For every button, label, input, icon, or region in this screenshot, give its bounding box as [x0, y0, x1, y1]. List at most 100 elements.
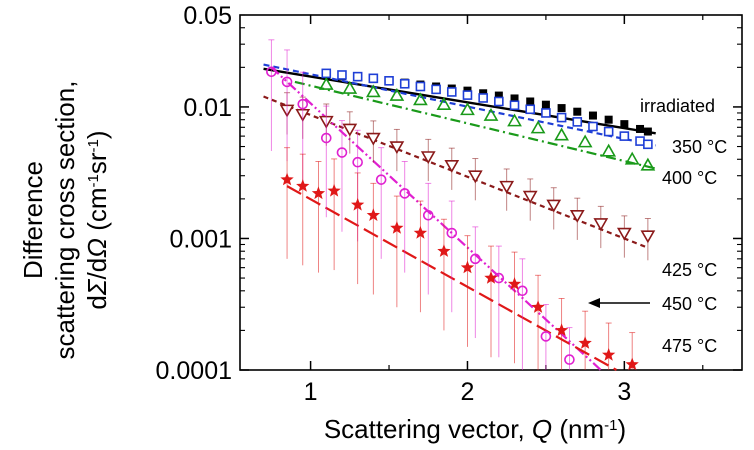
- y-title-sigma: Σ: [82, 278, 112, 296]
- data-point: [541, 108, 551, 118]
- fit-line: [294, 80, 656, 170]
- x-tick-label: 2: [461, 378, 475, 406]
- data-point: [351, 197, 365, 211]
- data-point: [578, 336, 592, 349]
- data-point: [569, 210, 585, 223]
- x-title-unit-close: ): [618, 414, 627, 444]
- data-point: [557, 104, 566, 113]
- data-point: [460, 102, 475, 116]
- data-point: [460, 260, 475, 274]
- data-point: [462, 90, 473, 100]
- data-point: [643, 139, 653, 150]
- y-title-unit-mid: sr: [82, 152, 112, 174]
- y-title-d: d: [82, 295, 112, 309]
- data-point: [366, 208, 380, 221]
- data-point: [635, 136, 645, 146]
- data-point: [577, 134, 593, 148]
- data-point: [336, 147, 348, 158]
- data-point: [507, 277, 522, 290]
- y-tick-label: 0.05: [183, 2, 232, 30]
- data-point: [588, 121, 598, 132]
- data-point: [390, 221, 404, 234]
- data-point: [311, 186, 326, 200]
- data-point: [625, 357, 639, 371]
- data-point: [556, 112, 567, 123]
- x-title-prefix: Scattering vector,: [324, 414, 532, 444]
- data-point: [389, 141, 405, 155]
- series-label: 400 °C: [662, 168, 717, 188]
- data-point: [526, 97, 535, 106]
- data-point: [384, 76, 394, 86]
- data-point: [541, 100, 550, 109]
- plot-frame: [239, 14, 743, 371]
- data-point: [342, 80, 358, 94]
- data-point: [413, 226, 428, 239]
- data-point: [522, 190, 538, 204]
- series-label: 450 °C: [662, 294, 717, 314]
- data-point: [446, 227, 458, 239]
- data-point: [643, 127, 652, 136]
- x-title-unit-open: (nm: [552, 414, 604, 444]
- data-point: [318, 76, 334, 90]
- series-label: 425 °C: [662, 260, 717, 280]
- data-point: [337, 70, 347, 80]
- y-axis-title-line2: scattering cross section,: [50, 81, 80, 360]
- data-point: [399, 188, 411, 199]
- data-point: [280, 172, 294, 186]
- data-point: [554, 127, 569, 141]
- data-point: [470, 253, 481, 265]
- data-point: [484, 271, 498, 284]
- data-point: [603, 126, 614, 137]
- annotation-arrow-head: [588, 298, 600, 308]
- y-title-unit-open: (cm: [82, 187, 112, 238]
- data-point: [320, 132, 332, 144]
- data-point: [546, 199, 562, 213]
- y-title-exp1: -1: [85, 174, 102, 187]
- data-point: [593, 218, 609, 232]
- data-point: [437, 244, 451, 257]
- x-axis-title: Scattering vector, Q (nm-1): [324, 414, 626, 444]
- data-point: [365, 84, 381, 98]
- data-point: [327, 183, 341, 197]
- data-point: [415, 81, 426, 92]
- data-point: [619, 131, 630, 141]
- fit-line: [263, 95, 649, 249]
- series-label: irradiated: [640, 96, 715, 116]
- data-point: [507, 113, 522, 127]
- data-point: [494, 96, 504, 107]
- data-point: [602, 348, 616, 361]
- series-label: 475 °C: [662, 336, 717, 356]
- data-point: [399, 78, 410, 89]
- data-point: [375, 174, 387, 185]
- fit-line: [270, 66, 602, 371]
- data-point: [604, 115, 613, 124]
- y-tick-label: 0.01: [183, 94, 232, 122]
- data-point: [588, 111, 597, 120]
- data-point: [624, 151, 640, 165]
- data-point: [483, 107, 499, 121]
- x-title-exp: -1: [604, 417, 617, 434]
- data-point: [368, 73, 379, 84]
- data-point: [531, 300, 545, 313]
- x-tick-label: 1: [304, 378, 318, 406]
- y-title-mid: /d: [82, 258, 112, 280]
- y-title-exp2: -1: [85, 139, 102, 152]
- data-point: [494, 91, 503, 100]
- data-point: [573, 107, 582, 116]
- data-point: [444, 159, 460, 173]
- data-point: [509, 100, 520, 111]
- data-point: [540, 331, 552, 342]
- data-point: [530, 120, 546, 134]
- data-point: [297, 98, 309, 110]
- data-point: [616, 227, 632, 241]
- data-point: [446, 87, 457, 97]
- data-point: [636, 124, 645, 133]
- data-point: [436, 97, 452, 110]
- data-point: [266, 66, 277, 78]
- data-point: [281, 76, 293, 88]
- data-point: [478, 93, 488, 103]
- data-point: [431, 84, 441, 95]
- data-point: [517, 285, 528, 297]
- data-point: [499, 180, 515, 194]
- data-point: [422, 210, 434, 221]
